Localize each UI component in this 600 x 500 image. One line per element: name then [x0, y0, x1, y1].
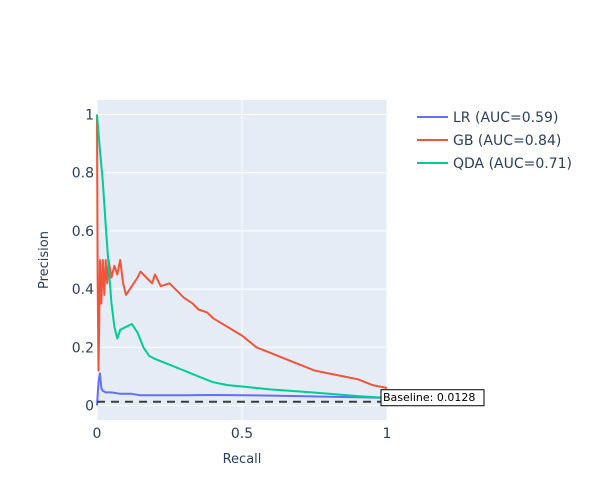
legend-label: QDA (AUC=0.71)	[453, 156, 572, 172]
y-tick-label: 0.2	[72, 340, 94, 356]
baseline-annotation-text: Baseline: 0.0128	[383, 391, 475, 404]
legend-label: LR (AUC=0.59)	[453, 110, 558, 126]
x-axis-title: Recall	[223, 452, 262, 467]
y-axis-title: Precision	[37, 231, 52, 289]
x-tick-label: 0.5	[231, 426, 253, 442]
x-tick-label: 0	[93, 426, 102, 442]
baseline-group: Baseline: 0.0128	[97, 389, 485, 407]
y-tick-label: 0.6	[72, 224, 94, 240]
legend[interactable]: LR (AUC=0.59) GB (AUC=0.84) QDA (AUC=0.71)	[417, 110, 572, 172]
legend-item[interactable]: LR (AUC=0.59)	[417, 110, 558, 126]
series-line-1	[96, 372, 388, 406]
legend-item[interactable]: QDA (AUC=0.71)	[417, 156, 572, 172]
y-tick-label: 0	[85, 398, 94, 414]
grid	[96, 100, 388, 420]
series-line-3	[96, 114, 388, 399]
y-tick-label: 0.4	[72, 282, 94, 298]
y-tick-label: 1	[85, 108, 94, 124]
series-lines	[96, 114, 388, 406]
x-tick-label: 1	[383, 426, 392, 442]
legend-item[interactable]: GB (AUC=0.84)	[417, 133, 561, 149]
baseline-annotation-box	[380, 389, 485, 407]
series-line-2	[96, 114, 388, 389]
y-tick-label: 0.8	[72, 166, 94, 182]
x-axis: 0 0.5 1	[93, 426, 392, 442]
legend-label: GB (AUC=0.84)	[453, 133, 561, 149]
y-axis: 0 0.2 0.4 0.6 0.8 1	[72, 108, 94, 415]
